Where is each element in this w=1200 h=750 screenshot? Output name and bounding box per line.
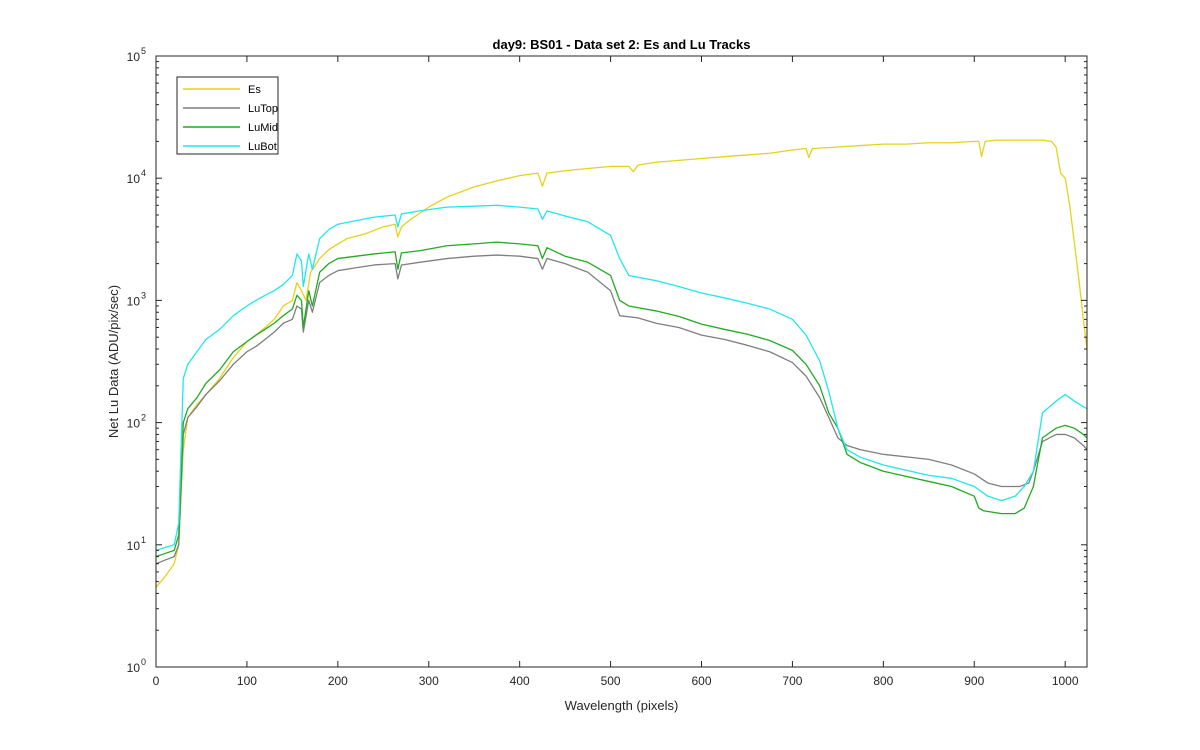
y-tick-label: 10 [127, 172, 141, 186]
x-tick-label: 500 [601, 674, 621, 688]
x-tick-label: 0 [153, 674, 160, 688]
y-tick-exponent: 0 [141, 657, 146, 667]
plot-frame [155, 55, 1088, 668]
y-tick-exponent: 4 [141, 168, 146, 178]
x-tick-label: 700 [782, 674, 802, 688]
legend-label-es: Es [248, 84, 261, 96]
y-tick-exponent: 3 [141, 290, 146, 300]
y-tick-label: 10 [127, 417, 141, 431]
y-tick-exponent: 1 [141, 535, 146, 545]
legend-label-lutop: LuTop [248, 103, 278, 115]
series-line-lubot [155, 204, 1088, 552]
legend-label-lubot: LuBot [248, 141, 277, 153]
series-line-es [155, 139, 1088, 588]
x-tick-label: 300 [419, 674, 439, 688]
y-tick-exponent: 5 [141, 46, 146, 56]
y-tick-label: 10 [127, 50, 141, 64]
legend-box [176, 76, 279, 155]
x-axis-label: Wavelength (pixels) [565, 698, 679, 713]
series-line-lumid [155, 241, 1088, 558]
legend-label-lumid: LuMid [248, 122, 278, 134]
chart-title: day9: BS01 - Data set 2: Es and Lu Track… [493, 37, 751, 52]
legend: Es LuTop LuMid LuBot [176, 76, 279, 155]
x-tick-label: 800 [873, 674, 893, 688]
y-tick-label: 10 [127, 661, 141, 675]
x-tick-label: 900 [964, 674, 984, 688]
plot-area [156, 56, 1087, 667]
x-tick-label: 400 [510, 674, 530, 688]
y-axis-label: Net Lu Data (ADU/pix/sec) [106, 285, 121, 438]
series-line-lutop [155, 254, 1088, 565]
y-tick-exponent: 2 [141, 413, 146, 423]
x-tick-label: 100 [237, 674, 257, 688]
y-tick-label: 10 [127, 539, 141, 553]
x-tick-label: 1000 [1052, 674, 1079, 688]
series-layer [155, 139, 1088, 588]
x-axis-ticks: 0 100 200 300 400 500 600 700 800 900 1000 [153, 56, 1079, 688]
x-tick-label: 600 [691, 674, 711, 688]
x-tick-label: 200 [328, 674, 348, 688]
y-tick-label: 10 [127, 294, 141, 308]
